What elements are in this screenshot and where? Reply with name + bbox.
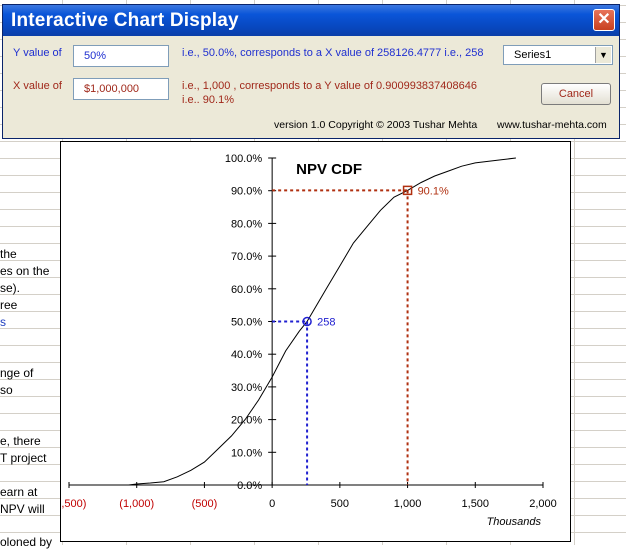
chart-title: NPV CDF [296,161,362,178]
close-button[interactable]: ✕ [593,9,615,31]
x-value-description: i.e., 1,000 , corresponds to a Y value o… [182,80,477,92]
y-tick-label: 30.0% [231,382,262,394]
marker-circle [302,316,312,327]
y-value-description: i.e., 50.0%, corresponds to a X value of… [182,47,484,59]
y-value-input[interactable]: 50% [73,45,169,67]
copyright-text: version 1.0 Copyright © 2003 Tushar Meht… [274,119,478,131]
sheet-cell-text: oloned by [0,535,53,549]
x-tick-label: (1,500) [61,498,86,510]
y-tick-label: 90.0% [231,186,262,198]
sheet-cell-text: s [0,315,6,329]
sheet-cell-text: NPV will [0,502,45,516]
x-tick-label: 1,500 [462,498,490,510]
close-icon: ✕ [597,11,611,28]
y-tick-label: 0.0% [237,480,262,492]
y-tick-label: 10.0% [231,447,262,459]
y-tick-label: 70.0% [231,251,262,263]
y-tick-label: 100.0% [225,153,263,165]
x-axis-title: Thousands [487,516,542,528]
y-tick-label: 50.0% [231,317,262,329]
marker-label: 258 [317,317,335,329]
marker-label: 90.1% [418,185,449,197]
x-tick-label: (1,000) [119,498,154,510]
y-tick-label: 20.0% [231,415,262,427]
sheet-cell-text: earn at [0,485,38,499]
sheet-cell-text: so [0,383,13,397]
sheet-cell-text: nge of [0,366,34,380]
sheet-cell-text: ree [0,298,18,312]
cancel-button[interactable]: Cancel [541,83,611,105]
website-link[interactable]: www.tushar-mehta.com [497,119,607,131]
series-dropdown[interactable]: Series1 ▼ [503,45,613,65]
dropdown-arrow-icon[interactable]: ▼ [595,47,611,63]
x-tick-label: 1,000 [394,498,422,510]
y-tick-label: 80.0% [231,218,262,230]
y-value-label: Y value of [13,47,62,59]
chart-svg: 0.0% 10.0% 20.0% 30.0% 40.0% 50.0% 60.0% 70.0% 8… [52,153,557,528]
cdf-series-line [128,157,516,486]
sheet-cell-text: the [0,247,17,261]
sheet-cell-text: se). [0,281,21,295]
sheet-cell-text: es on the [0,264,50,278]
x-tick-label: 0 [269,498,275,510]
dialog-titlebar[interactable]: Interactive Chart Display ✕ [3,5,619,36]
marker-square [402,185,413,196]
interactive-chart-dialog: Interactive Chart Display ✕ Y value of 5… [2,4,620,139]
npv-cdf-chart[interactable]: 0.0% 10.0% 20.0% 30.0% 40.0% 50.0% 60.0% 70.0% 8… [52,141,571,542]
x-value-label: X value of [13,80,62,92]
x-value-input[interactable]: $1,000,000 [73,78,169,100]
y-tick-label: 40.0% [231,349,262,361]
y-tick-label: 60.0% [231,284,262,296]
sheet-cell-text: e, there [0,434,41,448]
x-tick-label: 500 [331,498,349,510]
sheet-cell-text: T project [0,451,47,465]
dialog-title: Interactive Chart Display [11,10,239,31]
x-tick-label: 2,000 [529,498,557,510]
x-tick-label: (500) [192,498,218,510]
x-value-description-2: i.e.. 90.1% [182,94,234,106]
series-dropdown-value: Series1 [514,49,552,61]
